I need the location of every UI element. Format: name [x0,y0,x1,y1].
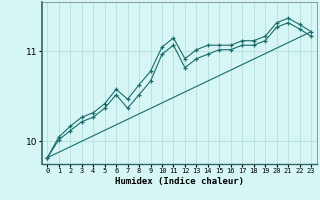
X-axis label: Humidex (Indice chaleur): Humidex (Indice chaleur) [115,177,244,186]
